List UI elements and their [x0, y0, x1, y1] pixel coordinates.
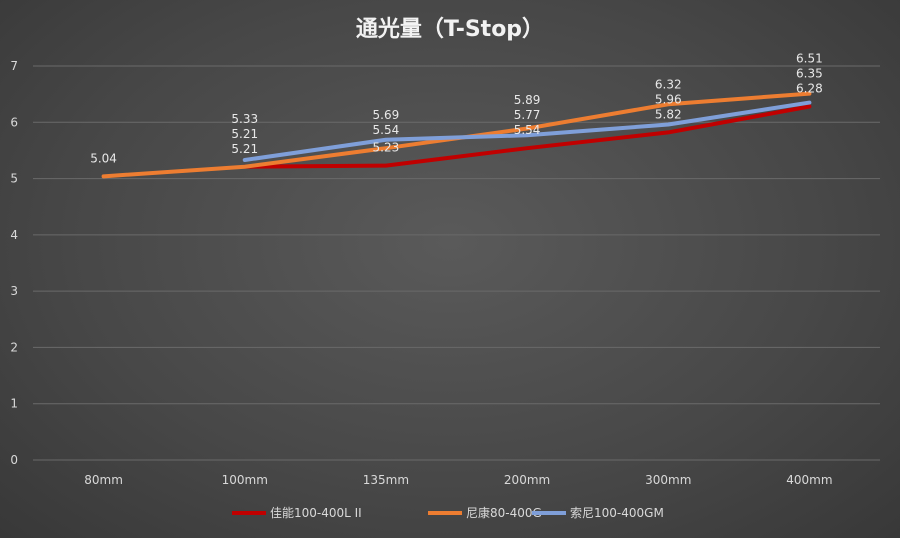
x-tick-label: 200mm — [504, 473, 550, 487]
x-tick-label: 100mm — [222, 473, 268, 487]
data-label: 5.33 — [231, 112, 258, 126]
x-tick-label: 400mm — [786, 473, 832, 487]
y-tick-label: 5 — [10, 172, 18, 186]
y-tick-label: 1 — [10, 397, 18, 411]
data-label: 6.32 — [655, 77, 682, 91]
x-tick-label: 300mm — [645, 473, 691, 487]
y-axis: 0 1 2 3 4 5 6 7 — [10, 59, 18, 467]
data-label: 6.51 — [796, 52, 823, 66]
series-line-1 — [101, 91, 812, 179]
chart-title: 通光量（T-Stop） — [356, 17, 544, 42]
legend-label: 尼康80-400G — [466, 505, 542, 520]
x-axis: 80mm 100mm 135mm 200mm 300mm 400mm — [84, 473, 832, 487]
data-label: 5.54 — [514, 123, 541, 137]
legend: 佳能100-400L II 尼康80-400G 索尼100-400GM — [232, 505, 664, 520]
data-label: 5.04 — [90, 151, 117, 165]
data-label: 5.89 — [514, 93, 541, 107]
data-label: 6.35 — [796, 67, 823, 81]
data-label: 5.23 — [373, 141, 400, 155]
x-tick-label: 80mm — [84, 473, 123, 487]
y-tick-label: 0 — [10, 453, 18, 467]
data-label: 5.82 — [655, 107, 682, 121]
data-label: 5.21 — [231, 127, 258, 141]
y-tick-label: 6 — [10, 115, 18, 129]
y-tick-label: 3 — [10, 284, 18, 298]
legend-item-1: 尼康80-400G — [428, 505, 542, 520]
data-label: 5.21 — [231, 142, 258, 156]
y-tick-label: 7 — [10, 59, 18, 73]
y-tick-label: 4 — [10, 228, 18, 242]
legend-item-0: 佳能100-400L II — [232, 506, 362, 520]
data-label: 5.69 — [373, 108, 400, 122]
data-label: 5.77 — [514, 108, 541, 122]
x-tick-label: 135mm — [363, 473, 409, 487]
data-label: 5.96 — [655, 92, 682, 106]
legend-label: 索尼100-400GM — [570, 506, 664, 520]
y-tick-label: 2 — [10, 340, 18, 354]
legend-label: 佳能100-400L II — [270, 506, 362, 520]
data-label: 6.28 — [796, 82, 823, 96]
data-label: 5.54 — [373, 123, 400, 137]
data-labels: 5.045.215.215.335.235.545.695.545.775.89… — [90, 52, 823, 166]
gridlines — [33, 65, 880, 461]
legend-item-2: 索尼100-400GM — [532, 506, 664, 520]
series-lines — [101, 91, 812, 179]
